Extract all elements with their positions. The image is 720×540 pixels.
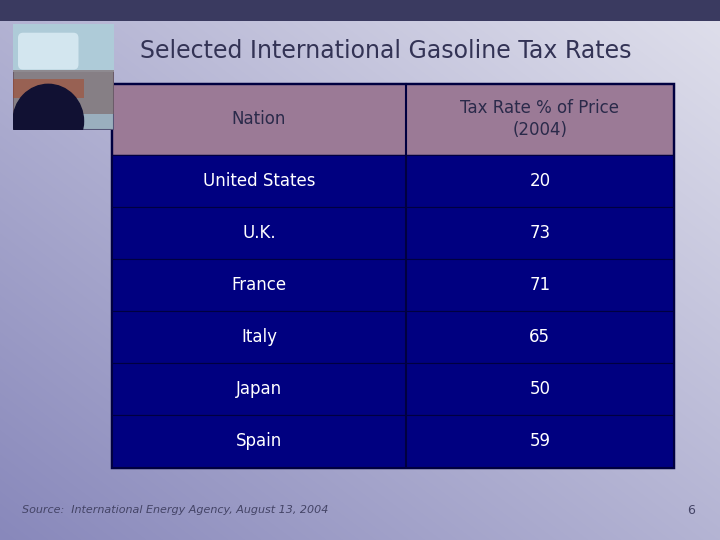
FancyBboxPatch shape: [112, 84, 673, 154]
Text: Selected International Gasoline Tax Rates: Selected International Gasoline Tax Rate…: [140, 39, 632, 63]
Text: 6: 6: [687, 504, 695, 517]
Text: 59: 59: [529, 432, 550, 450]
Text: 65: 65: [529, 328, 550, 346]
Text: 71: 71: [529, 276, 550, 294]
Text: U.K.: U.K.: [242, 224, 276, 242]
FancyBboxPatch shape: [13, 24, 114, 130]
FancyBboxPatch shape: [13, 24, 114, 72]
Text: France: France: [231, 276, 287, 294]
Circle shape: [13, 84, 84, 158]
Text: 20: 20: [529, 172, 550, 190]
Text: Italy: Italy: [241, 328, 277, 346]
Text: Japan: Japan: [236, 380, 282, 398]
Text: 73: 73: [529, 224, 550, 242]
Text: Nation: Nation: [232, 110, 287, 128]
Text: Source:  International Energy Agency, August 13, 2004: Source: International Energy Agency, Aug…: [22, 505, 328, 515]
FancyBboxPatch shape: [13, 79, 84, 98]
FancyBboxPatch shape: [13, 70, 114, 114]
FancyBboxPatch shape: [112, 363, 673, 415]
FancyBboxPatch shape: [112, 311, 673, 363]
Text: Spain: Spain: [236, 432, 282, 450]
FancyBboxPatch shape: [112, 259, 673, 311]
FancyBboxPatch shape: [18, 33, 78, 70]
FancyBboxPatch shape: [0, 0, 720, 21]
FancyBboxPatch shape: [112, 154, 673, 207]
Text: 50: 50: [529, 380, 550, 398]
Text: Tax Rate % of Price
(2004): Tax Rate % of Price (2004): [460, 99, 619, 139]
FancyBboxPatch shape: [112, 207, 673, 259]
FancyBboxPatch shape: [112, 415, 673, 467]
Text: United States: United States: [203, 172, 315, 190]
